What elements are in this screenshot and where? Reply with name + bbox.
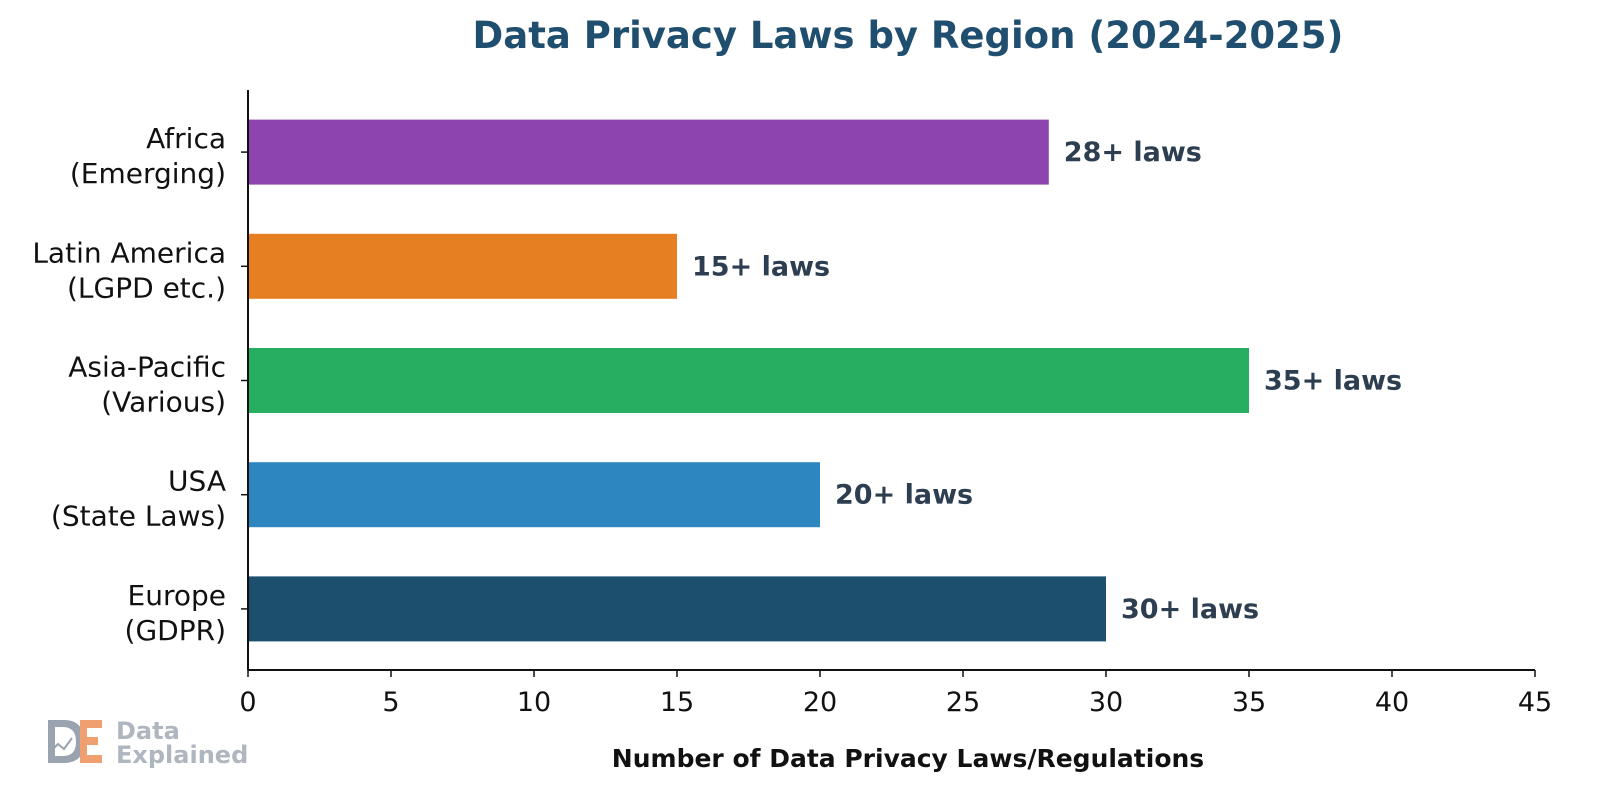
data-label-1: 20+ laws [835,480,973,511]
x-tick-label-6: 30 [1089,687,1123,718]
bar-1 [248,462,820,528]
bar-3 [248,233,677,299]
x-tick-label-0: 0 [239,687,256,718]
watermark-logo: Data Explained [48,717,248,769]
x-tick-label-4: 20 [803,687,837,718]
x-tick-label-2: 10 [517,687,551,718]
category-label-3: Latin America (LGPD etc.) [32,236,226,304]
x-tick-label-3: 15 [660,687,694,718]
x-tick-label-1: 5 [382,687,399,718]
category-label-0: Europe (GDPR) [125,579,226,647]
data-label-0: 30+ laws [1121,594,1259,625]
data-explained-logo-icon [48,720,102,763]
bars-layer [248,119,1249,642]
bar-4 [248,119,1049,185]
bar-2 [248,348,1249,413]
data-label-2: 35+ laws [1264,366,1402,397]
data-label-3: 15+ laws [692,251,830,282]
x-tick-label-9: 45 [1518,687,1552,718]
chart-title: Data Privacy Laws by Region (2024-2025) [473,14,1344,57]
x-tick-label-8: 40 [1375,687,1409,718]
watermark-line2: Explained [116,741,248,769]
bar-0 [248,576,1106,642]
category-label-1: USA (State Laws) [51,465,226,533]
category-label-2: Asia-Pacific (Various) [68,351,226,419]
axes [241,90,1536,677]
x-tick-labels-layer: 0 5 10 15 20 25 30 35 40 45 [239,687,1552,718]
category-label-4: Africa (Emerging) [70,122,226,190]
x-tick-label-7: 35 [1232,687,1266,718]
x-axis-label: Number of Data Privacy Laws/Regulations [612,744,1204,773]
x-tick-label-5: 25 [946,687,980,718]
data-label-4: 28+ laws [1064,137,1202,168]
data-labels-layer: 30+ laws 20+ laws 35+ laws 15+ laws 28+ laws [692,137,1402,625]
watermark-line1: Data [116,717,180,745]
category-labels-layer: Europe (GDPR) USA (State Laws) Asia-Pacific(… [32,122,226,647]
